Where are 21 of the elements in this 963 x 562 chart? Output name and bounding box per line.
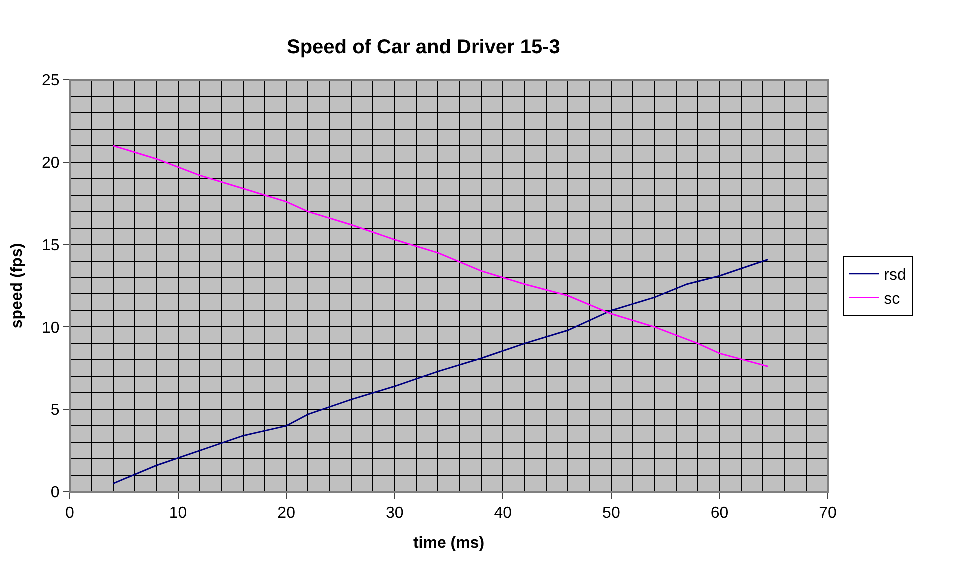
x-tick-label: 10: [169, 505, 188, 522]
y-tick-label: 25: [42, 72, 60, 90]
x-tick-label: 40: [494, 505, 512, 522]
x-tick-label: 70: [819, 505, 837, 522]
x-tick-label: 30: [386, 505, 404, 522]
line-series: [112, 145, 770, 368]
y-tick-label: 20: [42, 155, 60, 172]
y-tick-label: 15: [42, 237, 60, 254]
x-tick-label: 50: [602, 505, 620, 522]
x-tick-label: 20: [278, 505, 296, 522]
y-tick-label: 0: [50, 484, 60, 502]
y-axis-title: speed (fps): [8, 243, 26, 329]
line-series: [112, 258, 770, 485]
x-axis-title: time (ms): [413, 534, 485, 552]
chart-title: Speed of Car and Driver 15-3: [287, 36, 560, 58]
y-tick-label: 5: [50, 402, 60, 420]
x-tick-label: 60: [710, 505, 729, 522]
y-tick-label: 10: [42, 320, 60, 337]
legend-label: rsd: [884, 267, 906, 284]
x-tick-label: 0: [66, 505, 75, 522]
legend-label: sc: [884, 290, 900, 308]
